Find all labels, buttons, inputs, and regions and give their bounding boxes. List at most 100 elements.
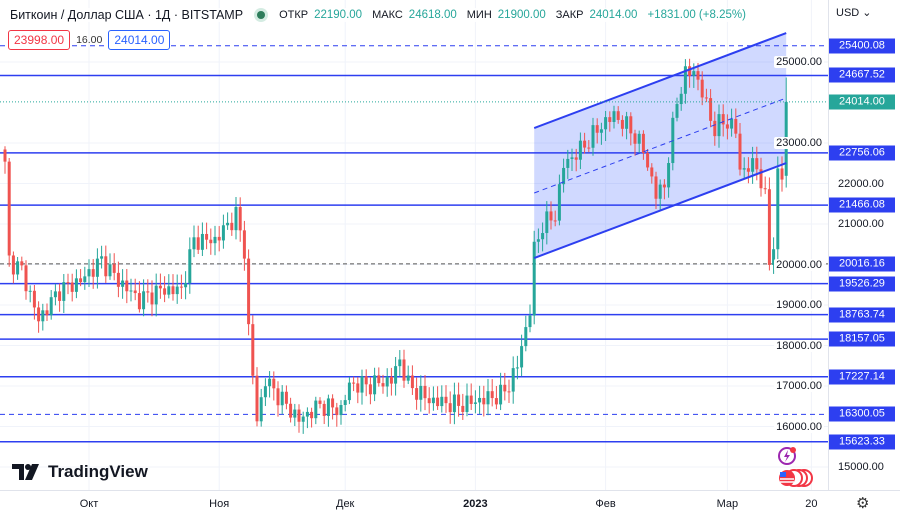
candle-body <box>62 282 66 301</box>
price-tick: 18000.00 <box>774 339 824 352</box>
high-value: 24618.00 <box>408 9 457 21</box>
candle-body <box>251 324 255 376</box>
candle-body <box>310 411 314 419</box>
candle-body <box>163 288 167 295</box>
candle-body <box>175 286 179 295</box>
candle-body <box>410 375 414 389</box>
candle-body <box>192 237 196 250</box>
currency-selector[interactable]: USD ⌄ <box>836 6 872 19</box>
candle-body <box>419 385 423 400</box>
candle-body <box>91 269 95 277</box>
candle-body <box>709 98 713 121</box>
candle-body <box>368 384 372 395</box>
candle-body <box>646 152 650 168</box>
level-price-label: 18763.74 <box>829 307 895 323</box>
current-price-label: 24014.00 <box>829 94 895 110</box>
price-tick: 23000.00 <box>774 137 824 149</box>
candle-body <box>133 290 137 294</box>
candle-body <box>608 117 612 122</box>
candle-body <box>620 119 624 129</box>
candle-body <box>104 256 108 277</box>
candle-body <box>427 398 431 404</box>
candle-body <box>377 375 381 384</box>
candle-body <box>137 293 141 310</box>
price-chart[interactable] <box>0 0 828 490</box>
candle-body <box>226 222 230 226</box>
candle-body <box>772 249 776 265</box>
candle-body <box>45 310 49 316</box>
lightning-icon[interactable] <box>778 447 796 465</box>
level-price-label: 21466.08 <box>829 197 895 213</box>
candle-body <box>32 290 36 308</box>
candle-body <box>318 400 322 404</box>
candle-body <box>276 388 280 406</box>
candle-body <box>238 207 242 231</box>
candle-body <box>494 398 498 405</box>
candle-body <box>188 249 192 284</box>
candle-body <box>629 116 633 134</box>
sell-button[interactable]: 23998.00 <box>8 30 71 50</box>
candle-body <box>511 368 515 392</box>
candle-body <box>108 264 112 277</box>
candle-body <box>738 133 742 170</box>
candle-body <box>452 394 456 413</box>
candle-body <box>641 133 645 153</box>
change-value: +1831.00 (+8.25%) <box>647 9 746 21</box>
candle-body <box>20 261 24 266</box>
buy-button[interactable]: 24014.00 <box>108 30 171 50</box>
candle-body <box>658 184 662 199</box>
candle-body <box>49 297 53 316</box>
symbol-title[interactable]: Биткоин / Доллар США · 1Д · BITSTAMP <box>10 8 244 22</box>
candle-body <box>423 385 427 399</box>
channel-upper-line <box>533 32 787 129</box>
candle-body <box>507 391 511 393</box>
candle-body <box>121 280 125 287</box>
price-tick: 16000.00 <box>774 420 824 433</box>
channel-lower-line <box>533 162 787 259</box>
candle-body <box>100 256 104 259</box>
candle-body <box>767 189 771 265</box>
low-label: МИН <box>466 9 492 21</box>
price-tick: 22000.00 <box>838 177 884 190</box>
level-price-label: 20016.16 <box>829 256 895 272</box>
symbol-header: Биткоин / Доллар США · 1Д · BITSTAMP ОТК… <box>10 8 750 22</box>
price-tick: 25000.00 <box>774 56 824 68</box>
logo-text: TradingView <box>48 462 148 481</box>
candle-body <box>129 290 133 292</box>
us-flag-events-icon[interactable] <box>779 469 813 487</box>
candle-body <box>490 391 494 399</box>
candle-body <box>503 384 507 392</box>
close-value: 24014.00 <box>589 9 638 21</box>
candle-body <box>625 116 629 129</box>
time-tick: 2023 <box>463 498 488 510</box>
candle-body <box>87 269 91 277</box>
candle-body <box>688 66 692 76</box>
candle-body <box>95 258 99 277</box>
level-price-label: 15623.33 <box>829 434 895 450</box>
candle-body <box>205 233 209 240</box>
candle-body <box>154 285 158 305</box>
candle-body <box>289 403 293 418</box>
channel-fill <box>534 33 787 259</box>
candle-body <box>242 230 246 259</box>
candle-body <box>448 403 452 413</box>
candle-body <box>713 120 717 137</box>
level-price-label: 18157.05 <box>829 331 895 347</box>
settings-gear-icon[interactable]: ⚙ <box>856 495 870 512</box>
candle-body <box>574 157 578 160</box>
candle-body <box>616 111 620 120</box>
spread-value: 16.00 <box>76 34 103 46</box>
candle-body <box>751 158 755 172</box>
candle-body <box>301 416 305 422</box>
candle-body <box>541 233 545 240</box>
time-axis[interactable] <box>0 490 900 515</box>
candle-body <box>356 383 360 393</box>
market-status-icon <box>257 11 266 19</box>
candle-body <box>780 168 784 180</box>
tradingview-logo[interactable]: TradingView <box>12 462 148 482</box>
candle-body <box>553 220 557 222</box>
candle-body <box>683 66 687 94</box>
candle-body <box>696 71 700 80</box>
candle-body <box>364 376 368 385</box>
candle-body <box>721 114 725 125</box>
